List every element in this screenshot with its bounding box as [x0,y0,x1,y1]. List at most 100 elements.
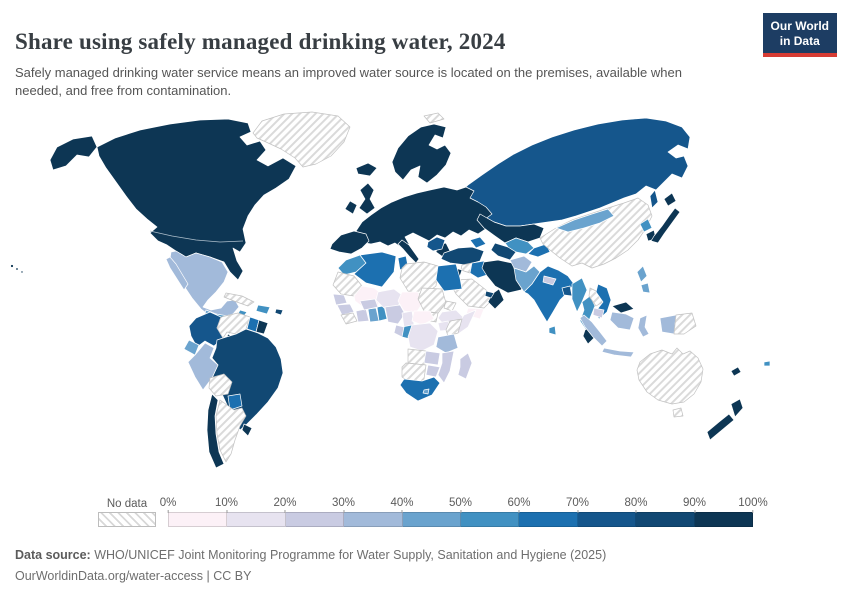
region-gabon[interactable] [393,324,405,338]
region-central-african-republic[interactable] [411,310,435,326]
region-hispaniola[interactable] [255,304,271,315]
region-burkina-faso[interactable] [359,298,379,311]
region-sulawesi[interactable] [637,314,650,338]
region-angola[interactable] [407,348,427,366]
region-sudan[interactable] [417,287,447,314]
region-colombia[interactable] [188,311,224,348]
region-mozambique-malawi[interactable] [437,350,455,384]
legend-bin-10-20%[interactable] [227,512,286,527]
region-sumatra[interactable] [579,314,608,347]
legend-bin-60-70%[interactable] [519,512,578,527]
region-bangladesh[interactable] [561,285,573,297]
legend-no-data-swatch[interactable] [98,512,156,527]
owid-logo[interactable]: Our World in Data [762,13,837,58]
region-liberia-sierra-leone[interactable] [340,312,358,325]
region-caucasus[interactable] [469,236,487,249]
region-cote-divoire[interactable] [355,308,370,323]
legend-bin-20-30%[interactable] [285,512,345,527]
legend-bin-90-100%[interactable] [694,512,754,527]
region-senegal[interactable] [332,293,348,306]
region-puerto-rico[interactable] [274,308,284,316]
legend-bin-0-10%[interactable] [168,512,228,527]
region-hawaii[interactable] [9,263,15,269]
region-west-papua[interactable] [659,314,677,335]
region-chile[interactable] [206,393,225,469]
legend-bin-50-60%[interactable] [461,512,520,527]
region-tasmania[interactable] [672,407,684,418]
region-svalbard[interactable] [423,112,445,124]
region-iberia[interactable] [329,230,370,255]
region-malaysia-borneo[interactable] [611,301,635,314]
region-argentina[interactable] [215,399,247,463]
region-egypt[interactable] [435,263,463,292]
legend-bin-70-80%[interactable] [577,512,637,527]
region-mongolia[interactable] [555,208,615,233]
region-drc[interactable] [407,322,439,352]
region-balkans[interactable] [426,236,446,252]
region-zimbabwe[interactable] [425,364,441,378]
region-nepal[interactable] [542,275,557,286]
region-south-africa[interactable] [399,376,441,402]
map-legend: No data 0% 10% 20% 30% 40% 50% 60% 70% 80% 90% 100… [98,497,768,527]
footer: Data source: WHO/UNICEF Joint Monitoring… [15,545,606,586]
region-nigeria[interactable] [384,304,406,325]
region-madagascar[interactable] [457,352,473,380]
region-new-zealand-south[interactable] [706,413,735,441]
region-borneo-indonesia[interactable] [609,311,635,331]
region-kazakhstan[interactable] [476,213,545,244]
legend-tick-100: 100% [738,497,768,513]
footer-link-line[interactable]: OurWorldinData.org/water-access | CC BY [15,568,252,583]
region-scandinavia[interactable] [391,123,452,184]
region-guinea[interactable] [336,303,355,316]
region-hawaii[interactable] [15,267,19,271]
region-suriname[interactable] [255,319,269,335]
region-zambia[interactable] [423,350,441,366]
region-uzbekistan[interactable] [504,237,535,255]
region-togo-benin[interactable] [376,305,388,322]
owid-logo-line1: Our World [770,19,829,33]
region-japan[interactable] [650,207,681,244]
owid-logo-line2: in Data [779,33,820,48]
region-new-caledonia[interactable] [730,366,742,377]
region-java[interactable] [601,347,635,358]
region-us-canada[interactable] [96,118,297,281]
region-papua-new-guinea[interactable] [673,312,697,335]
region-bolivia[interactable] [208,373,233,397]
region-philippines-south[interactable] [640,282,651,294]
region-china[interactable] [539,197,653,269]
region-iceland[interactable] [355,162,378,177]
region-australia[interactable] [636,347,704,405]
region-sri-lanka[interactable] [548,325,557,336]
legend-bin-40-50%[interactable] [402,512,462,527]
region-algeria[interactable] [353,251,397,288]
region-lesotho[interactable] [422,388,430,395]
region-japan-hokkaido[interactable] [663,192,677,207]
region-alaska[interactable] [49,135,98,171]
legend-color-bar: 0% 10% 20% 30% 40% 50% 60% 70% 80% 90% 100% [160,497,768,527]
region-sakhalin[interactable] [649,189,659,209]
legend-bin-80-90%[interactable] [636,512,695,527]
region-greenland[interactable] [252,111,351,168]
legend-tick-40: 40% [390,497,414,513]
region-united-kingdom[interactable] [358,182,376,215]
region-uruguay[interactable] [241,423,253,437]
region-north-korea[interactable] [639,218,653,233]
region-philippines[interactable] [636,265,648,283]
region-baja-california[interactable] [165,256,189,291]
region-paraguay[interactable] [227,393,243,411]
legend-tick-70: 70% [566,497,589,513]
region-cambodia[interactable] [592,307,605,319]
region-ireland[interactable] [344,200,358,215]
region-new-zealand-north[interactable] [730,398,744,418]
region-eritrea-djibouti[interactable] [443,300,457,312]
region-uae[interactable] [484,290,495,299]
us-canada-border [149,230,244,243]
region-afghanistan[interactable] [509,255,533,273]
region-tanzania[interactable] [435,333,459,354]
region-cuba[interactable] [223,292,255,307]
region-turkey[interactable] [440,246,485,266]
legend-bin-30-40%[interactable] [344,512,403,527]
region-fiji[interactable] [763,360,771,367]
region-russia[interactable] [455,117,691,227]
region-hawaii[interactable] [20,270,24,274]
